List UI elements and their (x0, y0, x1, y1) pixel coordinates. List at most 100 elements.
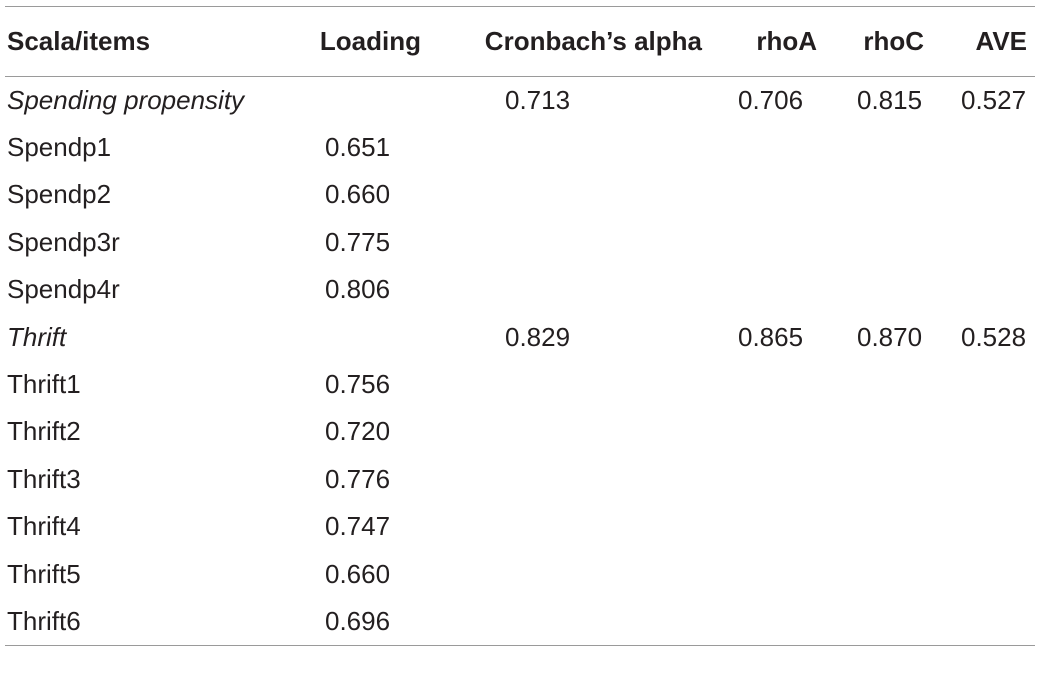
cell-cronbach-alpha (421, 219, 702, 266)
cell-rhoc: 0.870 (817, 313, 924, 360)
header-cronbach-alpha: Cronbach’s alpha (484, 26, 702, 56)
cell-rhoc (817, 361, 924, 408)
cell-item: Thrift4 (5, 503, 305, 550)
cell-ave: 0.527 (924, 77, 1035, 124)
cell-item: Spendp4r (5, 266, 305, 313)
cell-ave (924, 503, 1035, 550)
table-row-scale: Spending propensity 0.713 0.706 0.815 0.527 (5, 77, 1035, 124)
cell-rhoc (817, 550, 924, 597)
cell-rhoa (702, 171, 817, 218)
cell-item-text: Thrift (7, 321, 67, 352)
cell-ave (924, 266, 1035, 313)
cell-cronbach-alpha (421, 124, 702, 171)
cell-rhoc-text: 0.870 (857, 321, 923, 352)
cell-loading: 0.651 (305, 124, 421, 171)
cell-item-text: Thrift3 (7, 463, 81, 494)
cell-cronbach-alpha-text: 0.713 (505, 84, 571, 115)
cell-ave (924, 219, 1035, 266)
cell-rhoa: 0.865 (702, 313, 817, 360)
cell-item: Thrift (5, 313, 305, 360)
cell-ave (924, 171, 1035, 218)
cell-item-text: Thrift4 (7, 511, 81, 542)
header-loading: Loading (319, 26, 421, 56)
table-row-item: Spendp1 0.651 (5, 124, 1035, 171)
cell-item: Spendp1 (5, 124, 305, 171)
cell-rhoc (817, 124, 924, 171)
cell-ave (924, 456, 1035, 503)
cell-rhoc (817, 503, 924, 550)
cell-rhoa (702, 266, 817, 313)
cell-rhoc: 0.815 (817, 77, 924, 124)
cell-loading-text: 0.775 (325, 226, 391, 257)
header-item: Scala/items (7, 26, 151, 56)
header-row: Scala/items Loading Cronbach’s alpha rho… (5, 6, 1035, 77)
cell-rhoc-text: 0.815 (857, 84, 923, 115)
cell-rhoa (702, 361, 817, 408)
cell-item: Thrift2 (5, 408, 305, 455)
cell-item: Spendp3r (5, 219, 305, 266)
cell-cronbach-alpha: 0.713 (421, 77, 702, 124)
cell-ave-text: 0.528 (961, 321, 1027, 352)
cell-loading-text: 0.747 (325, 511, 391, 542)
cell-ave (924, 550, 1035, 597)
cell-item: Spendp2 (5, 171, 305, 218)
cell-cronbach-alpha (421, 550, 702, 597)
cell-rhoc (817, 598, 924, 645)
cell-item-text: Thrift1 (7, 369, 81, 400)
cell-loading-text: 0.776 (325, 463, 391, 494)
header-rhoc: rhoC (863, 26, 924, 56)
cell-item: Spending propensity (5, 77, 305, 124)
cell-rhoa (702, 503, 817, 550)
cell-loading: 0.720 (305, 408, 421, 455)
header-rhoa: rhoA (756, 26, 817, 56)
table-row-item: Spendp4r 0.806 (5, 266, 1035, 313)
cell-item-text: Thrift2 (7, 416, 81, 447)
cell-ave-text: 0.527 (961, 84, 1027, 115)
cell-loading (305, 313, 421, 360)
table-body: Spending propensity 0.713 0.706 0.815 0.527 S… (5, 77, 1035, 646)
table-row-item: Thrift4 0.747 (5, 503, 1035, 550)
cell-loading: 0.660 (305, 171, 421, 218)
cell-ave: 0.528 (924, 313, 1035, 360)
cell-rhoa-text: 0.865 (738, 321, 804, 352)
cell-rhoc (817, 171, 924, 218)
cell-cronbach-alpha (421, 361, 702, 408)
table-row-item: Thrift6 0.696 (5, 598, 1035, 646)
cell-cronbach-alpha (421, 171, 702, 218)
cell-item-text: Spendp4r (7, 274, 120, 305)
table-row-item: Spendp2 0.660 (5, 171, 1035, 218)
table-row-item: Thrift2 0.720 (5, 408, 1035, 455)
cell-item-text: Spending propensity (7, 84, 245, 115)
cell-loading: 0.776 (305, 456, 421, 503)
cell-rhoa (702, 456, 817, 503)
cell-item: Thrift1 (5, 361, 305, 408)
table-row-item: Thrift3 0.776 (5, 456, 1035, 503)
cell-item-text: Thrift5 (7, 558, 81, 589)
cell-rhoc (817, 219, 924, 266)
cell-item: Thrift6 (5, 598, 305, 645)
cell-loading (305, 77, 421, 124)
cell-loading: 0.775 (305, 219, 421, 266)
cell-cronbach-alpha-text: 0.829 (505, 321, 571, 352)
cell-ave (924, 361, 1035, 408)
cell-loading-text: 0.806 (325, 274, 391, 305)
cell-loading: 0.660 (305, 550, 421, 597)
cell-ave (924, 408, 1035, 455)
cell-rhoa (702, 219, 817, 266)
cell-loading-text: 0.756 (325, 369, 391, 400)
cell-item: Thrift3 (5, 456, 305, 503)
cell-loading-text: 0.660 (325, 558, 391, 589)
table-row-item: Thrift5 0.660 (5, 550, 1035, 597)
cell-item-text: Spendp1 (7, 132, 112, 163)
cell-item-text: Thrift6 (7, 605, 81, 636)
table-header: Scala/items Loading Cronbach’s alpha rho… (5, 6, 1035, 77)
cell-rhoa: 0.706 (702, 77, 817, 124)
cell-rhoc (817, 456, 924, 503)
cell-cronbach-alpha: 0.829 (421, 313, 702, 360)
cell-loading: 0.747 (305, 503, 421, 550)
cell-ave (924, 124, 1035, 171)
reliability-table: Scala/items Loading Cronbach’s alpha rho… (5, 6, 1035, 646)
cell-rhoa (702, 598, 817, 645)
table-row-item: Spendp3r 0.775 (5, 219, 1035, 266)
cell-loading-text: 0.660 (325, 179, 391, 210)
